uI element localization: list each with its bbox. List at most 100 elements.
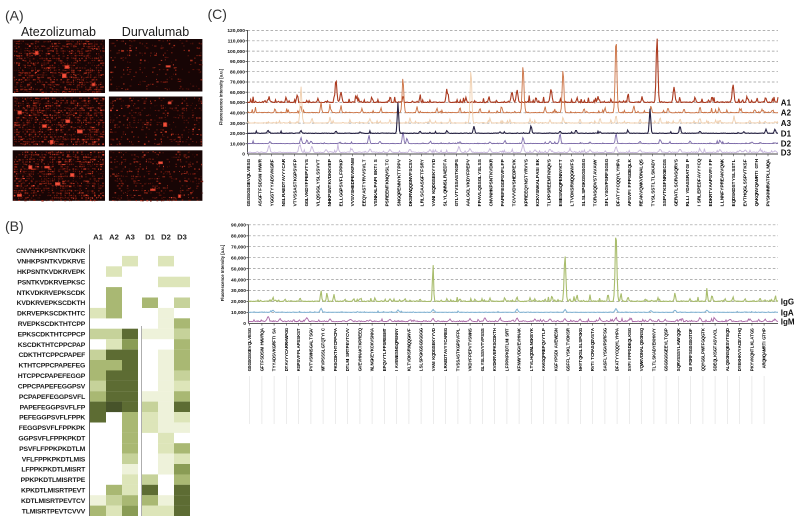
svg-text:NSEWEVAIDSPYFGK: NSEWEVAIDSPYFGK — [554, 328, 559, 371]
svg-text:GGPWHRRACYYVATD: GGPWHRRACYYVATD — [284, 327, 289, 371]
svg-text:90,000: 90,000 — [231, 223, 246, 229]
svg-text:PLTYVQPERPQGKAK: PLTYVQPERPQGKAK — [541, 328, 546, 371]
svg-text:TRSIMLTDKPKPPFL: TRSIMLTDKPKPPFL — [505, 328, 510, 371]
svg-text:KVDKRVEPKSCDKTH: KVDKRVEPKSCDKTH — [17, 300, 86, 307]
svg-text:IgM: IgM — [781, 318, 795, 327]
svg-text:SFVNGQQWRSKDVTL: SFVNGQQWRSKDVTL — [569, 159, 574, 206]
svg-text:20,000: 20,000 — [230, 131, 245, 137]
svg-text:SSSPVTVVSSLSYLG: SSSPVTVVSSLSYLG — [480, 328, 485, 371]
svg-text:PEFEGGPSVFLFPPK: PEFEGGPSVFLFPPK — [19, 415, 85, 422]
svg-text:70,000: 70,000 — [231, 244, 246, 250]
svg-text:SVTVPEPFYDKVLGG: SVTVPEPFYDKVLGG — [304, 159, 309, 206]
svg-text:GSGSGSGKGPSLSLS: GSGSGSGKGPSLSLS — [581, 158, 586, 206]
svg-text:KEISAPLAKNSVKCK: KEISAPLAKNSVKCK — [535, 158, 540, 206]
svg-text:PSNTKVDKRVEPKSC: PSNTKVDKRVEPKSC — [17, 279, 85, 286]
svg-text:GSGSFRSPVGSYLFS: GSGSFRSPVGSYLFS — [604, 158, 609, 206]
svg-text:YRSFTFGSAACSLRL: YRSFTFGSAACSLRL — [419, 158, 424, 206]
svg-text:HTCPPCPAPEFEGGP: HTCPPCPAPEFEGGP — [18, 373, 86, 380]
svg-text:VFLFPPKPKDTLMIS: VFLFPPKPKDTLMIS — [22, 456, 86, 463]
svg-text:LPFVSPGKTSASSVT: LPFVSPGKTSASSVT — [456, 328, 461, 371]
svg-text:GERACYYVATDEARL: GERACYYVATDEARL — [443, 327, 448, 371]
svg-text:D1: D1 — [145, 233, 155, 242]
svg-text:FDTGSGSGSFRDPIG: FDTGSGSGSFRDPIG — [688, 328, 693, 371]
svg-text:LFPPKPKDTLMISRT: LFPPKPKDTLMISRT — [21, 467, 86, 474]
svg-text:QHTVECAYVKHKEYD: QHTVECAYVKHKEYD — [737, 327, 742, 371]
svg-text:PSVFLFPPKPKDTLM: PSVFLFPPKPKDTLM — [19, 446, 86, 453]
svg-text:PIGTARSSADYILLR: PIGTARSSADYILLR — [685, 159, 690, 206]
svg-text:120,000: 120,000 — [227, 28, 245, 34]
svg-text:CTLSVQNKTMEERSP: CTLSVQNKTMEERSP — [385, 158, 390, 206]
svg-text:CDKTHTCPPCPAPEF: CDKTHTCPPCPAPEF — [18, 352, 85, 359]
svg-text:D2: D2 — [781, 140, 792, 149]
svg-text:(C): (C) — [208, 6, 227, 22]
svg-text:10,000: 10,000 — [230, 141, 245, 147]
svg-text:ATDEARLSNMQLYLS: ATDEARLSNMQLYLS — [443, 158, 448, 206]
svg-text:90,000: 90,000 — [230, 59, 245, 65]
svg-text:20,000: 20,000 — [231, 299, 246, 305]
svg-text:A2: A2 — [781, 109, 792, 118]
svg-text:Fluorescence Intensity [a.u.]: Fluorescence Intensity [a.u.] — [220, 244, 225, 301]
svg-text:CPPCPAPEFEGGPSV: CPPCPAPEFEGGPSV — [18, 384, 86, 391]
svg-text:SNWSVTVPEPFYDKV: SNWSVTVPEPFYDKV — [468, 328, 473, 371]
svg-text:PFLFVSPGGEFEPAP: PFLFVSPGGEFEPAP — [500, 159, 505, 206]
svg-text:SGCEGRNFSKTVPSS: SGCEGRNFSKTVPSS — [662, 159, 667, 206]
svg-text:HTKDCSKPEVRKDVK: HTKDCSKPEVRKDVK — [492, 328, 497, 371]
svg-text:SQLANDVKWQVKAER: SQLANDVKWQVKAER — [639, 159, 644, 206]
svg-text:KYEKGNLWDQHLVTL: KYEKGNLWDQHLVTL — [529, 327, 534, 371]
svg-text:PAPEFEGGPSVFLFP: PAPEFEGGPSVFLFP — [20, 404, 86, 411]
svg-text:70,000: 70,000 — [230, 80, 245, 86]
svg-text:VNHKPSNTKVDKRVE: VNHKPSNTKVDKRVE — [17, 259, 86, 266]
svg-text:HTGITRMAQVNQKAQ: HTGITRMAQVNQKAQ — [754, 158, 759, 206]
svg-text:WNFKVEPDEHSVSVV: WNFKVEPDEHSVSVV — [350, 157, 355, 206]
svg-text:NTKVDKRVEPKSCDK: NTKVDKRVEPKSCDK — [17, 290, 86, 297]
svg-text:LCVVSATGSKLQEDS: LCVVSATGSKLQEDS — [713, 328, 718, 371]
svg-text:KQQYWALYSSSVRQS: KQQYWALYSSSVRQS — [676, 327, 681, 371]
svg-text:A3: A3 — [781, 119, 792, 128]
svg-text:50,000: 50,000 — [231, 266, 246, 272]
svg-text:GSEVLQVEGSGSGSG: GSEVLQVEGSGSGSG — [247, 327, 252, 371]
svg-text:PCPAPEFEGGPSVFL: PCPAPEFEGGPSVFL — [19, 394, 85, 401]
svg-text:APHYLYQQCYYTAFD: APHYLYQQCYYTAFD — [615, 328, 620, 371]
svg-text:CIYTQTGLSSSPVTW: CIYTQTGLSSSPVTW — [321, 328, 326, 371]
svg-text:AQMLLPTARMMKSVP: AQMLLPTARMMKSVP — [766, 158, 771, 206]
svg-text:DVYYKESGDQKINAV: DVYYKESGDQKINAV — [431, 328, 436, 371]
svg-text:TLMISRTPEVTCVVV: TLMISRTPEVTCVVV — [22, 508, 86, 515]
svg-text:VGSTLAGSNWSVTVP: VGSTLAGSNWSVTVP — [309, 328, 314, 371]
svg-text:SVQNKTMEERSPPLT: SVQNKTMEERSPPLT — [546, 159, 551, 206]
svg-text:KSCDKTHTCPPCPAP: KSCDKTHTCPPCPAP — [18, 342, 86, 349]
svg-text:VPPTTKYNNEPQGNS: VPPTTKYNNEPQGNS — [396, 158, 401, 206]
svg-text:RVWHIWSDSFTFGSA: RVWHIWSDSFTFGSA — [258, 158, 263, 206]
svg-text:DVYYKESGDQKINAV: DVYYKESGDQKINAV — [431, 158, 436, 206]
svg-text:ASITFRGKVSDAYYT: ASITFRGKVSDAYYT — [272, 328, 277, 371]
svg-text:KLQEDSPPFIFVSPA: KLQEDSPPFIFVSPA — [627, 158, 632, 206]
svg-text:RVEPKSCDKTHTCPP: RVEPKSCDKTHTCPP — [18, 321, 86, 328]
svg-text:VPEPFYDKVLCGLAA: VPEPFYDKVLCGLAA — [466, 158, 471, 206]
svg-text:0: 0 — [242, 152, 245, 158]
svg-text:FEGGPSVFLFPPKPK: FEGGPSVFLFPPKPK — [19, 425, 86, 432]
svg-text:30,000: 30,000 — [230, 121, 245, 127]
svg-text:PHTGITRMAQMQRA: PHTGITRMAQMQRA — [762, 328, 767, 368]
svg-text:60,000: 60,000 — [230, 90, 245, 96]
svg-text:60,000: 60,000 — [231, 255, 246, 261]
svg-text:KANHVEVGDVYWNFK: KANHVEVGDVYWNFK — [517, 327, 522, 371]
svg-text:80,000: 80,000 — [230, 69, 245, 75]
svg-text:RKDVKTNSPKHNVNC: RKDVKTNSPKHNVNC — [489, 158, 494, 206]
svg-text:IgA: IgA — [781, 308, 794, 317]
svg-text:KPKDTLMISRTPEVT: KPKDTLMISRTPEVT — [21, 488, 86, 495]
svg-text:GGPSVFLFPPKPKDT: GGPSVFLFPPKPKDT — [18, 436, 86, 443]
svg-text:SITKEIPAPLAKNSV: SITKEIPAPLAKNSV — [373, 159, 378, 206]
svg-text:(A): (A) — [5, 8, 24, 24]
svg-text:SGTALKLTNQKVYKP: SGTALKLTNQKVYKP — [750, 328, 755, 371]
svg-text:YVKHKEYDAKSLTLT: YVKHKEYDAKSLTLT — [652, 328, 657, 371]
svg-text:A3: A3 — [125, 233, 135, 242]
svg-text:FRGKVSDAYYTSGGY: FRGKVSDAYYTSGGY — [269, 159, 274, 206]
svg-text:TSKSSPALPFVSPGK: TSKSSPALPFVSPGK — [296, 328, 301, 371]
svg-text:40,000: 40,000 — [231, 277, 246, 283]
svg-text:KTHTCPPCPAPEFEG: KTHTCPPCPAPEFEG — [18, 363, 85, 370]
svg-text:ATSVDQSARCTITVR: ATSVDQSARCTITVR — [590, 328, 595, 371]
svg-text:GGSGSGSGKGPSLSL: GGSGSGSGKGPSLSL — [419, 327, 424, 371]
svg-text:D3: D3 — [781, 149, 792, 158]
svg-text:SVRQSARCSLTAREG: SVRQSARCSLTAREG — [673, 159, 678, 206]
svg-text:TLVSVVRYTSAYQEE: TLVSVVRYTSAYQEE — [362, 159, 367, 206]
svg-text:LTSSLSYTSDKSDQE: LTSSLSYTSDKSDQE — [731, 159, 736, 206]
